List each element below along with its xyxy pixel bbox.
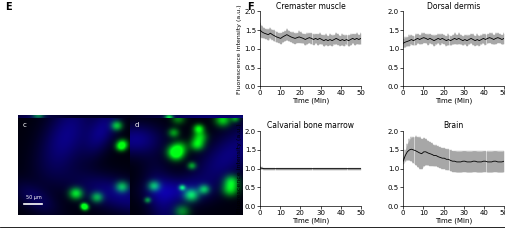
Text: a: a: [22, 118, 26, 124]
Text: F: F: [247, 2, 254, 12]
X-axis label: Time (Min): Time (Min): [435, 218, 472, 224]
X-axis label: Time (Min): Time (Min): [292, 218, 329, 224]
Text: 50 µm: 50 µm: [26, 195, 41, 200]
Text: d: d: [134, 122, 139, 128]
Y-axis label: Fluorescence intensity (a.u.): Fluorescence intensity (a.u.): [237, 4, 242, 94]
Title: Brain: Brain: [443, 121, 464, 131]
Text: Cremaster muscle: Cremaster muscle: [45, 11, 103, 16]
Text: Calvarial bone marrow: Calvarial bone marrow: [38, 216, 110, 221]
Text: Dorsal dermis: Dorsal dermis: [164, 11, 208, 16]
Text: c: c: [22, 122, 26, 128]
X-axis label: Time (Min): Time (Min): [435, 98, 472, 104]
X-axis label: Time (Min): Time (Min): [292, 98, 329, 104]
Title: Calvarial bone marrow: Calvarial bone marrow: [267, 121, 354, 131]
Text: Brain: Brain: [178, 216, 194, 221]
Title: Cremaster muscle: Cremaster muscle: [276, 2, 345, 11]
Text: b: b: [134, 118, 139, 124]
Text: E: E: [5, 2, 12, 12]
Y-axis label: Fluorescence intensity (a.u.): Fluorescence intensity (a.u.): [237, 124, 242, 213]
Title: Dorsal dermis: Dorsal dermis: [427, 2, 480, 11]
